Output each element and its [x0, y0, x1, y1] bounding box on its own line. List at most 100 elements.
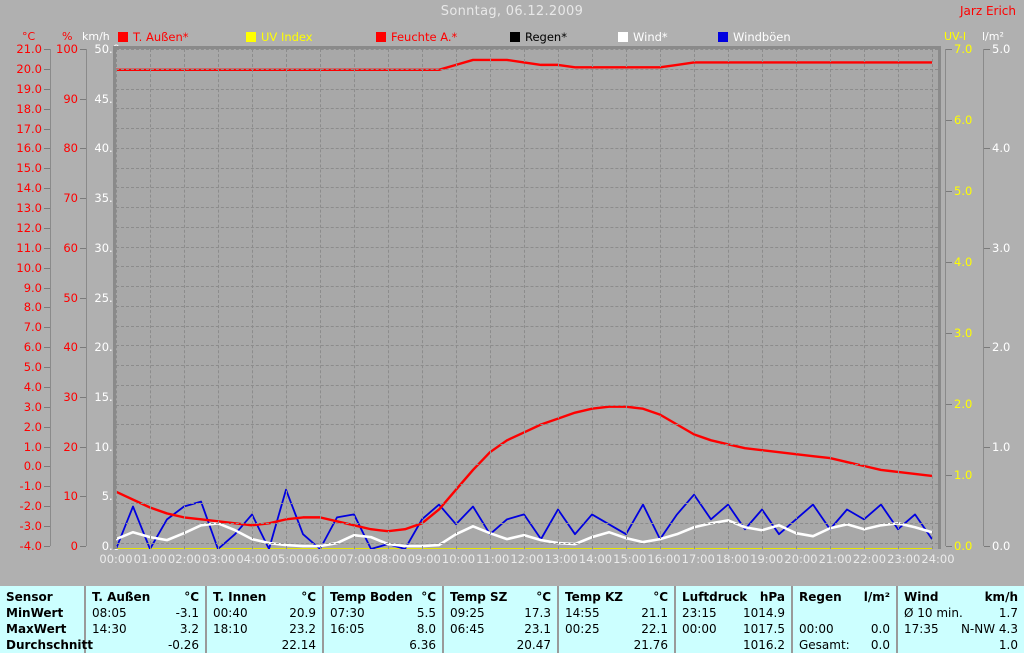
table-cell-value: 5.5 [416, 606, 436, 620]
axis-tick-label: 14.0 [16, 181, 42, 196]
table-cell-time: 00:00 [682, 622, 717, 636]
axis-tick-label: -1.0 [19, 479, 42, 494]
grid-line-vertical [694, 49, 695, 549]
axis-tick-mark [946, 475, 952, 476]
grid-line-horizontal [116, 305, 938, 307]
axis-tick-mark [44, 526, 50, 528]
table-cell-time: 08:05 [92, 606, 127, 620]
x-axis-tick-label: 22:00 [852, 552, 887, 566]
table-cell-time: 00:00 [799, 622, 834, 636]
grid-line-horizontal [116, 128, 938, 130]
axis-tick-label: 3.0 [23, 399, 42, 414]
grid-line-horizontal [116, 49, 938, 50]
axis-tick-label: 2.0 [992, 340, 1011, 355]
grid-line-vertical [116, 49, 117, 549]
axis-tick-label: 3.0 [954, 326, 973, 340]
axis-tick-label: 50 [63, 290, 78, 305]
table-column-tinnen: T. Innen °C 00:40 20.9 18:10 23.2 22.14 [207, 586, 324, 653]
legend-label: UV Index [261, 30, 313, 44]
table-row: 00:00 0.0 [799, 621, 890, 637]
table-cell-value: 1.7 [998, 606, 1018, 620]
axis-tick-mark [44, 208, 50, 210]
x-axis-tick-label: 20:00 [784, 552, 818, 566]
grid-line-horizontal [116, 444, 938, 446]
grid-line-horizontal [116, 68, 938, 70]
grid-line-vertical [354, 49, 355, 549]
axis-tick-mark [44, 367, 50, 369]
axis-tick-mark [44, 227, 50, 229]
table-label-column: Sensor MinWert MaxWert Durchschnitt [0, 586, 93, 653]
axis-tick-mark [44, 148, 50, 150]
table-header-cell: Temp Boden °C [330, 589, 436, 605]
legend-swatch-icon [718, 32, 728, 42]
table-cell-time: T. Innen [213, 590, 267, 604]
table-column-regen: Regen l/m² 00:00 0.0 Gesamt: 0.0 [793, 586, 898, 653]
x-axis-tick-label: 02:00 [167, 552, 202, 566]
grid-line-horizontal [116, 147, 938, 149]
legend-item-0[interactable]: T. Außen* [118, 30, 188, 44]
legend-label: T. Außen* [133, 30, 189, 44]
legend-item-4[interactable]: Wind* [618, 30, 668, 44]
grid-line-vertical [864, 49, 865, 549]
x-axis-tick-label: 00:00 [99, 552, 133, 566]
grid-line-horizontal [116, 463, 938, 465]
legend-swatch-icon [246, 32, 256, 42]
axis-tick-label: 5.0 [954, 184, 973, 198]
table-cell-time: 07:30 [330, 606, 365, 620]
table-cell-time: 00:40 [213, 606, 248, 620]
legend-item-3[interactable]: Regen* [510, 30, 567, 44]
axis-tick-label: 0 [70, 539, 78, 553]
axis-tick-mark [946, 404, 952, 405]
table-row-label: MinWert [6, 606, 64, 620]
y-axis-uv: 7.0 6.0 5.0 4.0 3.0 2.0 1.0 0.0 [944, 42, 978, 553]
axis-tick-label: 10.0 [16, 260, 42, 275]
axis-tick-label: 30 [63, 389, 78, 404]
table-cell-time: Gesamt: [799, 638, 850, 652]
axis-tick-label: 16.0 [16, 141, 42, 156]
grid-line-horizontal [116, 365, 938, 367]
table-cell-value: 20.47 [516, 638, 551, 652]
axis-tick-mark [44, 108, 50, 110]
axis-tick-mark [80, 148, 86, 150]
x-axis-tick-label: 12:00 [510, 552, 544, 566]
table-cell-value: 0.0 [870, 638, 890, 652]
chart-plot-area[interactable] [113, 46, 941, 549]
axis-tick-label: 1.0 [23, 439, 42, 454]
owner-name: Jarz Erich [960, 4, 1016, 18]
legend-label: Wind* [633, 30, 668, 44]
table-cell-time: Luftdruck [682, 590, 748, 604]
table-cell-value: °C [421, 590, 436, 604]
grid-line-vertical [286, 49, 287, 549]
table-cell-time: 18:10 [213, 622, 248, 636]
table-row: 14:55 21.1 [565, 605, 668, 621]
legend-item-1[interactable]: UV Index [246, 30, 313, 44]
table-row: 23:15 1014.9 [682, 605, 785, 621]
x-axis-tick-label: 10:00 [441, 552, 476, 566]
axis-tick-mark [984, 148, 990, 150]
table-cell-time: 00:25 [565, 622, 600, 636]
table-cell-time: 14:30 [92, 622, 127, 636]
legend-item-5[interactable]: Windböen [718, 30, 791, 44]
axis-tick-mark [44, 406, 50, 408]
table-row: 6.36 [330, 637, 436, 653]
axis-tick-label: -3.0 [19, 519, 42, 534]
axis-tick-label: 15.0 [16, 161, 42, 176]
grid-line-horizontal [116, 167, 938, 169]
legend-swatch-icon [510, 32, 520, 42]
legend-item-2[interactable]: Feuchte A.* [376, 30, 457, 44]
axis-tick-mark [80, 49, 86, 50]
grid-line-vertical [592, 49, 593, 549]
grid-line-vertical [320, 49, 321, 549]
axis-tick-label: 0.0 [23, 459, 42, 474]
table-row: 09:25 17.3 [450, 605, 551, 621]
grid-line-horizontal [116, 543, 938, 544]
axis-tick-mark [80, 347, 86, 349]
axis-tick-mark [946, 120, 952, 121]
grid-line-horizontal [116, 523, 938, 525]
table-row: 22.14 [213, 637, 316, 653]
axis-tick-mark [44, 446, 50, 448]
axis-tick-mark [44, 188, 50, 190]
x-axis-tick-label: 03:00 [202, 552, 236, 566]
table-cell-value: 8.0 [416, 622, 436, 636]
axis-tick-mark [44, 466, 50, 468]
